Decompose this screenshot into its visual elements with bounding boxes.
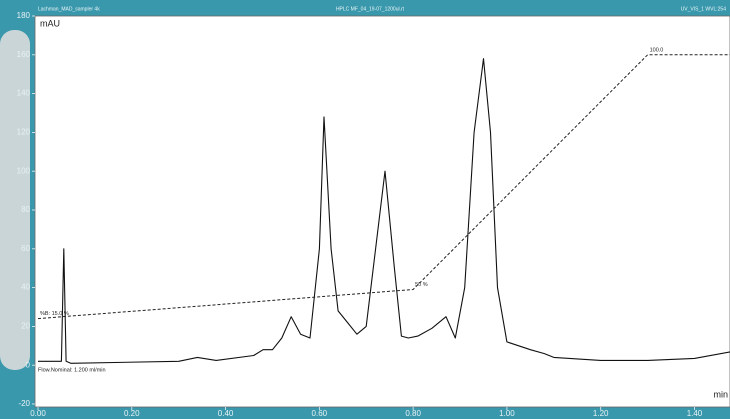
gradient-label: 50 % <box>415 282 428 288</box>
x-tick-label: 0.00 <box>30 409 46 418</box>
y-tick-label: 120 <box>17 128 31 137</box>
y-tick-label: 180 <box>17 11 31 20</box>
y-tick-label: 160 <box>17 50 31 59</box>
gradient-line <box>37 54 730 320</box>
header-right: UV_VIS_1 WVL:254 <box>681 6 727 12</box>
x-tick-label: 1.20 <box>593 409 609 418</box>
gradient-label: %B: 15.0 % <box>40 311 69 317</box>
chromatogram-trace <box>38 58 730 364</box>
y-tick-label: 40 <box>21 283 30 292</box>
side-image <box>0 30 30 370</box>
x-tick-label: 0.40 <box>218 409 234 418</box>
x-tick-label: 1.40 <box>687 409 703 418</box>
x-tick-label: 0.80 <box>405 409 421 418</box>
y-tick-label: 100 <box>17 166 31 175</box>
y-tick-label: 140 <box>17 89 31 98</box>
header-center: HPLC MF_04_19-07_1200ul.rt <box>336 6 405 12</box>
y-tick-label: 80 <box>21 205 30 214</box>
y-tick-label: 60 <box>21 244 30 253</box>
y-axis-label: mAU <box>40 18 60 28</box>
plot-area <box>34 15 730 408</box>
gradient-label: 100.0 <box>650 47 664 53</box>
y-tick-label: 0 <box>26 360 31 369</box>
x-tick-label: 0.20 <box>124 409 140 418</box>
header-left: Lachman_MAD_sampler 4k <box>38 6 100 12</box>
flow-annotation: Flow.Nominal: 1.200 ml/min <box>38 367 106 373</box>
x-axis-label: min <box>713 389 728 399</box>
x-tick-label: 1.00 <box>499 409 515 418</box>
x-tick-label: 0.60 <box>312 409 328 418</box>
y-tick-label: -20 <box>18 399 30 408</box>
y-tick-label: 20 <box>21 322 30 331</box>
